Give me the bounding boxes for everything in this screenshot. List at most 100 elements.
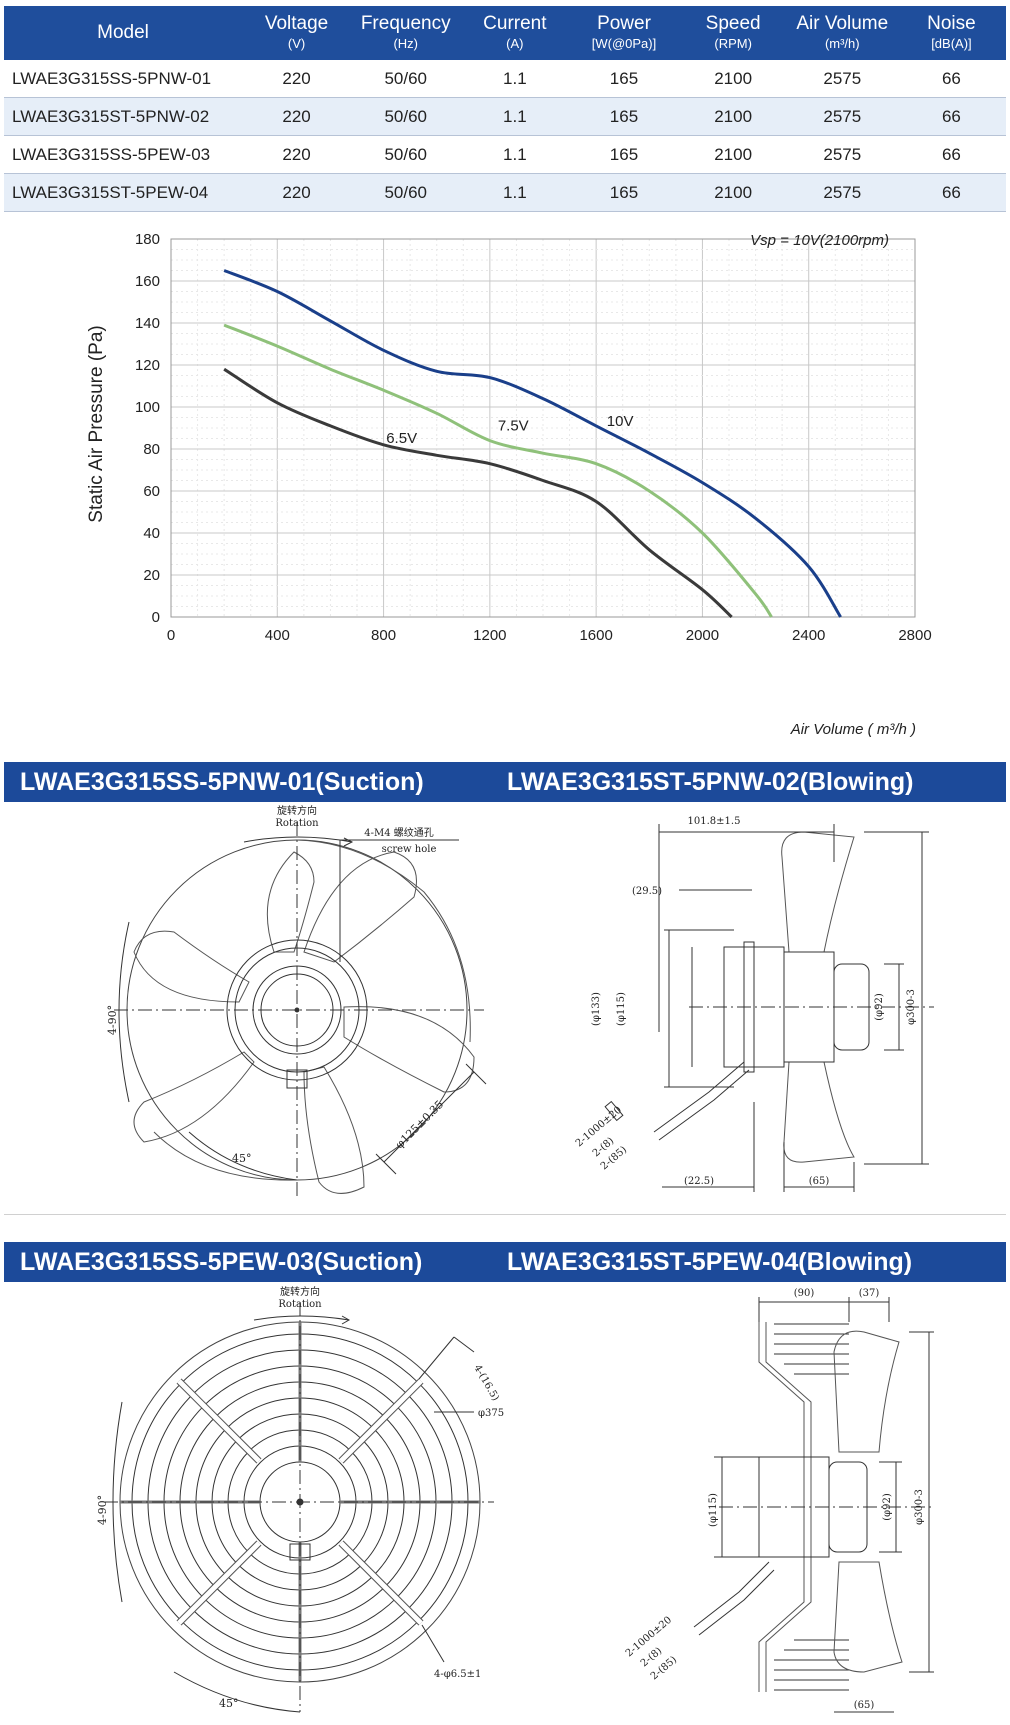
- cell-air-volume: 2575: [787, 97, 897, 136]
- fan-front-drawing-1: 旋转方向 Rotation 4-M4 螺纹通孔 screw hole 4-90°…: [106, 804, 487, 1197]
- cell-power: 165: [569, 97, 679, 136]
- col-noise: Noise [dB(A)]: [896, 6, 1006, 60]
- cell-frequency: 50/60: [351, 60, 461, 98]
- cell-speed: 2100: [678, 135, 788, 174]
- chart-title: Vsp = 10V(2100rpm): [750, 232, 889, 249]
- y-tick-label: 0: [152, 609, 160, 626]
- section-separator: [4, 1214, 1006, 1215]
- x-tick-label: 1600: [579, 627, 612, 644]
- performance-chart: 0 400 800 1200 1600 2000 2400 2800 0 20 40 60 80 100 1…: [4, 218, 1006, 754]
- rotation-label-cn: 旋转方向: [280, 1285, 320, 1298]
- section-title-suction-2: LWAE3G315SS-5PEW-03(Suction): [20, 1248, 423, 1276]
- col-frequency: Frequency (Hz): [351, 6, 461, 60]
- rotation-label-en: Rotation: [278, 1299, 322, 1310]
- cell-speed: 2100: [678, 60, 788, 98]
- section-title-blowing-1: LWAE3G315ST-5PNW-02(Blowing): [507, 768, 914, 796]
- cell-noise: 66: [896, 97, 1006, 136]
- dim-22: (22.5): [684, 1176, 714, 1187]
- col-power: Power [W(@0Pa)]: [569, 6, 679, 60]
- guard-diameter-label: φ375±2: [478, 1408, 504, 1419]
- cable-length: 2-1000±20: [574, 1105, 624, 1150]
- x-tick-label: 2800: [898, 627, 931, 644]
- mount-holes-label: 4-φ6.5±1: [434, 1669, 481, 1680]
- cell-model: LWAE3G315SS-5PNW-01: [4, 60, 242, 98]
- dim-115: (φ115): [708, 1493, 719, 1527]
- y-tick-label: 180: [135, 231, 160, 248]
- cell-noise: 66: [896, 173, 1006, 212]
- bolt-circle-label: φ125±0.35: [393, 1098, 446, 1151]
- cell-noise: 66: [896, 135, 1006, 174]
- cell-noise: 66: [896, 60, 1006, 98]
- y-tick-label: 60: [143, 483, 160, 500]
- cell-frequency: 50/60: [351, 173, 461, 212]
- section-title-suction-1: LWAE3G315SS-5PNW-01(Suction): [20, 768, 424, 796]
- cell-power: 165: [569, 135, 679, 174]
- x-tick-label: 2400: [792, 627, 825, 644]
- dim-92: (φ92): [874, 993, 885, 1021]
- col-current: Current (A): [460, 6, 570, 60]
- rotation-label-cn: 旋转方向: [277, 804, 317, 817]
- cell-current: 1.1: [460, 173, 570, 212]
- drawing-row-2: 旋转方向 Rotation 4-90° 45° 4-(16.5) φ375±2 …: [4, 1282, 1006, 1722]
- y-tick-label: 40: [143, 525, 160, 542]
- cell-current: 1.1: [460, 97, 570, 136]
- y-tick-label: 160: [135, 273, 160, 290]
- cell-power: 165: [569, 60, 679, 98]
- chart-x-label: Air Volume ( m³/h ): [790, 721, 916, 738]
- col-speed: Speed (RPM): [678, 6, 788, 60]
- table-header-row: Model Voltage (V) Frequency (Hz) Current (A…: [4, 6, 1006, 60]
- y-tick-label: 100: [135, 399, 160, 416]
- table-row: LWAE3G315SS-5PNW-01 220 50/60 1.1 165 21…: [4, 60, 1006, 98]
- screw-label-cn: 4-M4 螺纹通孔: [364, 826, 434, 839]
- dim-37: (37): [859, 1288, 880, 1299]
- table-row: LWAE3G315SS-5PEW-03 220 50/60 1.1 165 21…: [4, 135, 1006, 174]
- y-tick-label: 140: [135, 315, 160, 332]
- cell-air-volume: 2575: [787, 60, 897, 98]
- cell-voltage: 220: [242, 60, 352, 98]
- x-tick-label: 2000: [686, 627, 719, 644]
- cell-voltage: 220: [242, 97, 352, 136]
- dim-300: φ300-3: [906, 989, 917, 1025]
- series-line: [223, 367, 733, 619]
- drawing-row-1: 旋转方向 Rotation 4-M4 螺纹通孔 screw hole 4-90°…: [4, 802, 1006, 1212]
- chart-svg: 0 400 800 1200 1600 2000 2400 2800 0 20 40 60 80 100 1…: [86, 231, 932, 738]
- dim-92: (φ92): [882, 1493, 893, 1521]
- dim-width: 101.8±1.5: [688, 816, 741, 827]
- dim-133: (φ133): [591, 992, 602, 1026]
- cell-speed: 2100: [678, 97, 788, 136]
- y-tick-label: 120: [135, 357, 160, 374]
- x-tick-label: 1200: [473, 627, 506, 644]
- fan-side-drawing-4: (90) (37) (φ115) (φ92) φ300-3 2-1000±20 …: [624, 1288, 934, 1713]
- cell-frequency: 50/60: [351, 135, 461, 174]
- chart-axes: 0 400 800 1200 1600 2000 2400 2800 0 20 40 60 80 100 1…: [135, 231, 932, 644]
- series-line: [223, 323, 773, 618]
- table-row: LWAE3G315ST-5PEW-04 220 50/60 1.1 165 21…: [4, 173, 1006, 212]
- angle-45-label: 45°: [219, 1697, 239, 1710]
- slot-label: 4-(16.5): [471, 1363, 500, 1403]
- cell-voltage: 220: [242, 135, 352, 174]
- y-tick-label: 80: [143, 441, 160, 458]
- cell-voltage: 220: [242, 173, 352, 212]
- fan-side-drawing-2: 101.8±1.5 (29.5) (φ133) (φ115) (φ92) φ30…: [574, 816, 934, 1192]
- chart-grid: [170, 238, 916, 618]
- cell-speed: 2100: [678, 173, 788, 212]
- dim-300: φ300-3: [914, 1489, 925, 1525]
- x-tick-label: 800: [371, 627, 396, 644]
- chart-series: 10V 7.5V 6.5V: [223, 269, 842, 619]
- section-band-2: LWAE3G315SS-5PEW-03(Suction) LWAE3G315ST…: [4, 1242, 1006, 1282]
- x-tick-label: 400: [265, 627, 290, 644]
- cell-power: 165: [569, 173, 679, 212]
- section-band-1: LWAE3G315SS-5PNW-01(Suction) LWAE3G315ST…: [4, 762, 1006, 802]
- cell-model: LWAE3G315SS-5PEW-03: [4, 135, 242, 174]
- series-line: [223, 269, 842, 618]
- cell-air-volume: 2575: [787, 135, 897, 174]
- series-label: 6.5V: [386, 430, 417, 447]
- col-voltage: Voltage (V): [242, 6, 352, 60]
- cell-model: LWAE3G315ST-5PNW-02: [4, 97, 242, 136]
- angle-label: 4-90°: [106, 1005, 119, 1035]
- x-tick-label: 0: [167, 627, 175, 644]
- y-tick-label: 20: [143, 567, 160, 584]
- cell-frequency: 50/60: [351, 97, 461, 136]
- cell-current: 1.1: [460, 60, 570, 98]
- cell-current: 1.1: [460, 135, 570, 174]
